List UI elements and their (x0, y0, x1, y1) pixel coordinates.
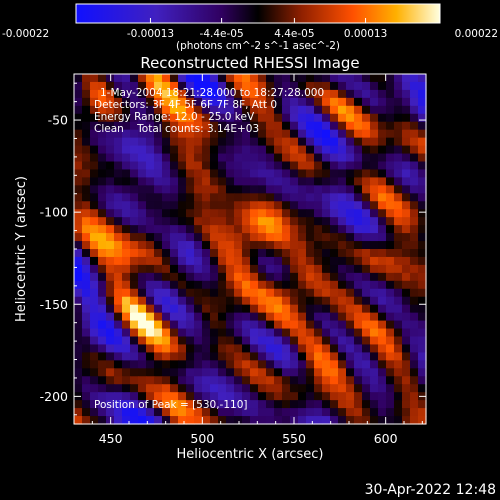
annotation-clean: Clean Total counts: 3.14E+03 (94, 123, 259, 135)
annotation-time: 1-May-2004 18:21:28.000 to 18:27:28.000 (100, 87, 324, 99)
x-tick-label: 600 (374, 431, 398, 446)
y-axis-ticks: -50 -100 -150 -200 (40, 82, 426, 416)
footer-timestamp: 30-Apr-2022 12:48 (365, 482, 496, 498)
colorbar (75, 3, 441, 24)
colorbar-ticks: -0.00022 -0.00013 -4.4e-05 4.4e-05 0.00013 0.… (2, 18, 498, 40)
colorbar-label: (photons cm^-2 s^-1 asec^-2) (176, 40, 340, 52)
x-tick-label: 500 (190, 431, 214, 446)
peak-label: Position of Peak = [530,-110] (94, 399, 248, 411)
y-tick-label: -200 (40, 389, 68, 404)
x-tick-label: 550 (282, 431, 306, 446)
colorbar-tick-label: -4.4e-05 (200, 28, 244, 40)
colorbar-tick-label: 0.00013 (344, 28, 387, 40)
colorbar-tick-label: 0.00022 (455, 28, 498, 40)
x-axis-ticks: 450 500 550 600 (73, 74, 423, 446)
colorbar-tick-label: 4.4e-05 (274, 28, 314, 40)
heatmap-image (74, 74, 427, 425)
x-tick-label: 450 (99, 431, 123, 446)
annotation-detectors: Detectors: 3F 4F 5F 6F 7F 8F, Att 0 (94, 99, 277, 111)
y-axis-label: Heliocentric Y (arcsec) (14, 176, 29, 322)
chart-title: Reconstructed RHESSI Image (140, 54, 359, 72)
y-tick-label: -100 (40, 205, 68, 220)
annotation-energy: Energy Range: 12.0 - 25.0 keV (94, 111, 255, 123)
x-axis-label: Heliocentric X (arcsec) (177, 447, 324, 462)
colorbar-tick-label: -0.00022 (2, 28, 49, 40)
y-tick-label: -150 (40, 297, 68, 312)
y-tick-label: -50 (48, 113, 68, 128)
colorbar-tick-label: -0.00013 (127, 28, 174, 40)
